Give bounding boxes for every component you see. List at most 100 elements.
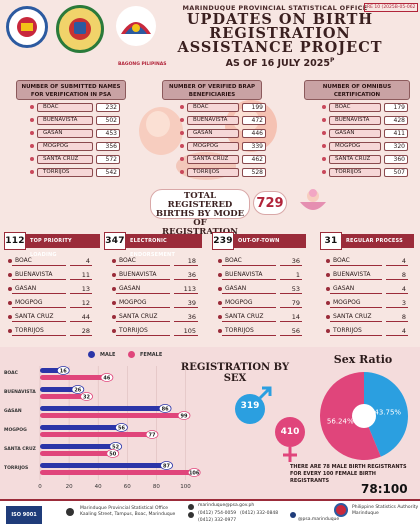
municipality-label: GASAN	[222, 285, 276, 294]
bar-female	[40, 413, 184, 418]
footer-email[interactable]: marinduque@psa.gov.ph	[198, 503, 255, 508]
count-value: 56	[280, 327, 302, 336]
bullet-icon	[218, 287, 222, 291]
municipality-label: BOAC	[12, 257, 66, 266]
bullet-icon	[326, 301, 330, 305]
bar-female	[40, 470, 195, 475]
bullet-icon	[112, 315, 116, 319]
bullet-icon	[322, 144, 326, 148]
female-symbol-icon	[266, 410, 316, 464]
bullet-icon	[326, 287, 330, 291]
count-value: 199	[242, 102, 266, 112]
municipality-label: MOGPOG	[222, 299, 276, 308]
municipality-label: TORRIJOS	[12, 327, 66, 336]
bullet-icon	[180, 131, 184, 135]
female-count: 410	[280, 427, 300, 437]
data-label-bubble	[177, 411, 191, 420]
count-value: 105	[174, 327, 198, 336]
count-value: 53	[280, 285, 302, 294]
count-value: 4	[386, 327, 408, 336]
bar-female	[40, 432, 152, 437]
list-item: BUENAVISTA 1	[218, 270, 302, 280]
count-value: 472	[242, 115, 266, 125]
bullet-icon	[322, 157, 326, 161]
bullet-icon	[218, 259, 222, 263]
count-value: 446	[242, 128, 266, 138]
municipality-label: BUENAVISTA	[222, 271, 276, 280]
data-label-bubble	[160, 461, 173, 470]
municipality-label: GASAN	[12, 285, 66, 294]
category-label: GASAN	[4, 408, 22, 414]
data-label-bubble	[145, 430, 159, 439]
bullet-icon	[218, 315, 222, 319]
bullet-icon	[30, 118, 34, 122]
bar-male	[40, 387, 78, 392]
mode-regular-header: 31 REGULAR PROCESS	[320, 232, 414, 250]
email-icon	[188, 504, 194, 510]
municipality-label: TORRIJOS	[222, 327, 276, 336]
count-value: 507	[384, 167, 408, 177]
pie-slice	[320, 372, 381, 460]
category-label: TORRIJOS	[4, 465, 28, 471]
mode-title: ELECTRONIC ENDORSEMENT	[130, 238, 176, 258]
municipality-label: BOAC	[187, 102, 239, 112]
list-item: SANTA CRUZ 44	[8, 312, 92, 322]
bullet-icon	[8, 273, 12, 277]
count-value: 4	[386, 257, 408, 266]
mode-title: OUT-OF-TOWN	[238, 238, 280, 244]
list-item: TORRIJOS 507	[322, 167, 408, 177]
count-value: 179	[384, 102, 408, 112]
female-legend-dot	[128, 351, 135, 358]
list-item: SANTA CRUZ 36	[112, 312, 198, 322]
reference-number: RE 10 (2025B-05-062	[364, 3, 419, 12]
count-value: 8	[386, 271, 408, 280]
list-item: GASAN 113	[112, 284, 198, 294]
list-item: MOGPOG 3	[326, 298, 408, 308]
bullet-icon	[322, 131, 326, 135]
bullet-icon	[112, 259, 116, 263]
municipality-label: MOGPOG	[116, 299, 170, 308]
footer-web[interactable]: @psa.marinduque	[298, 517, 340, 522]
count-value: 339	[242, 141, 266, 151]
baby-cradle-icon	[296, 184, 330, 218]
bullet-icon	[180, 118, 184, 122]
data-label: 86	[162, 406, 169, 412]
bar-male	[40, 463, 167, 468]
x-tick-label: 40	[95, 484, 102, 490]
municipality-label: BOAC	[330, 257, 382, 266]
count-value: 36	[174, 271, 198, 280]
count-value: 13	[70, 285, 92, 294]
marinduque-seal	[56, 5, 104, 53]
count-value: 360	[384, 154, 408, 164]
office-name: MARINDUQUE PROVINCIAL STATISTICAL OFFICE	[182, 4, 368, 12]
list-item: TORRIJOS 56	[218, 326, 302, 336]
panel-submitted-label: NUMBER OF SUBMITTED NAMES FOR VERIFICATI…	[21, 84, 121, 98]
as-of-sup: P	[329, 57, 335, 64]
total-value: 729	[253, 191, 287, 215]
list-item: SANTA CRUZ 14	[218, 312, 302, 322]
data-label-bubble	[187, 468, 201, 477]
municipality-label: GASAN	[37, 128, 93, 138]
facebook-icon	[290, 512, 296, 518]
municipality-label: BUENAVISTA	[116, 271, 170, 280]
bar-male	[40, 406, 166, 411]
data-label-bubble	[115, 423, 128, 432]
data-label: 56	[118, 425, 125, 431]
municipality-label: MOGPOG	[37, 141, 93, 151]
bar-male	[40, 444, 116, 449]
list-item: MOGPOG 39	[112, 298, 198, 308]
list-item: MOGPOG 79	[218, 298, 302, 308]
bullet-icon	[112, 287, 116, 291]
panel-omnibus-label: NUMBER OF OMNIBUS CERTIFICATION	[322, 84, 392, 98]
footer-psa: Philippine Statistics Authority Marinduq…	[352, 505, 418, 517]
list-item: BUENAVISTA 11	[8, 270, 92, 280]
list-item: MOGPOG 339	[180, 141, 266, 151]
bagong-pilipinas-text: BAGONG PILIPINAS	[118, 62, 167, 67]
data-label-bubble	[106, 449, 120, 458]
municipality-label: SANTA CRUZ	[330, 313, 382, 322]
count-value: 28	[70, 327, 92, 336]
category-label: MOGPOG	[4, 427, 27, 433]
data-label: 99	[181, 413, 188, 419]
pie-slice-label: 56.24%	[327, 418, 354, 426]
